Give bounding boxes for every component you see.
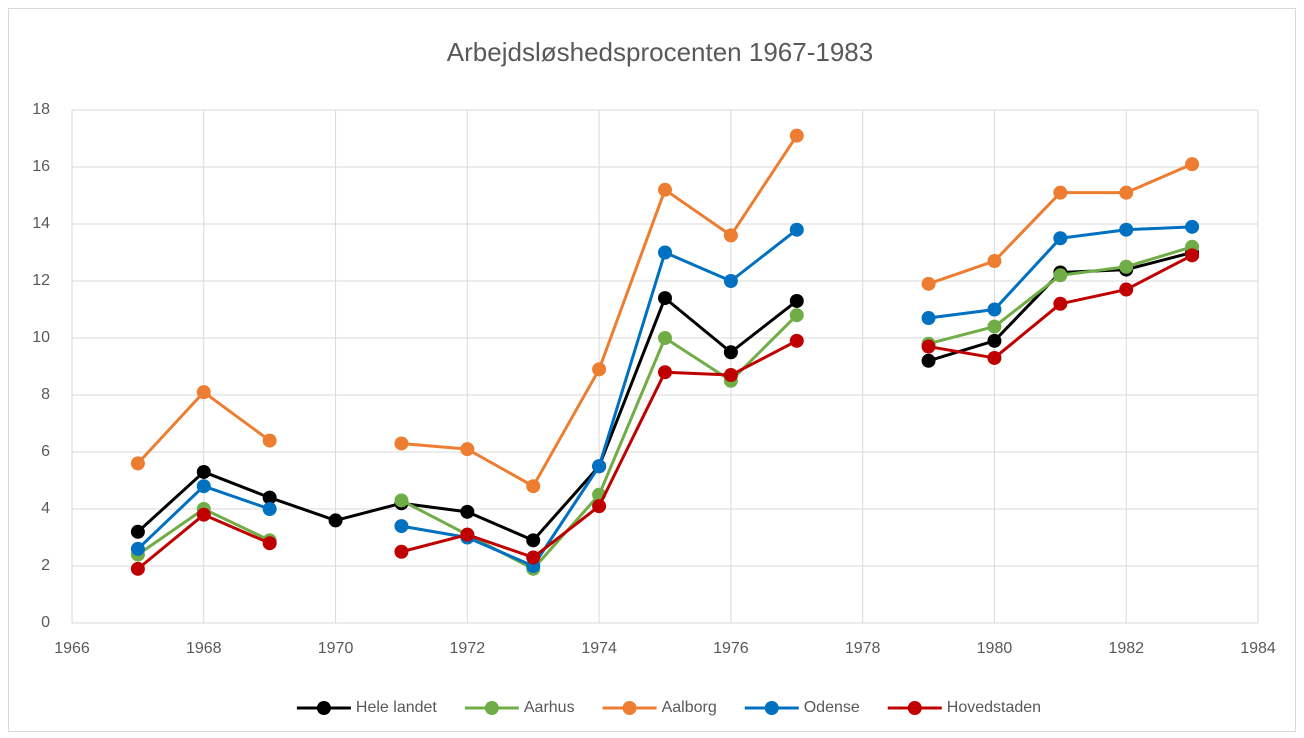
x-tick-label: 1978 (845, 640, 881, 657)
point (460, 527, 475, 542)
y-tick-label: 10 (32, 329, 50, 346)
point (987, 302, 1002, 317)
legend-label: Hele landet (356, 699, 438, 716)
legend-marker (764, 701, 779, 715)
legend-label: Aalborg (662, 699, 717, 716)
point (196, 479, 211, 494)
point (1053, 268, 1068, 283)
point (1053, 231, 1068, 246)
legend-marker (622, 701, 637, 715)
point (394, 436, 409, 451)
point (987, 319, 1002, 334)
x-tick-label: 1982 (1108, 640, 1144, 657)
point (658, 291, 672, 306)
point (460, 504, 475, 519)
legend-label: Odense (804, 699, 860, 716)
point (789, 308, 804, 323)
point (1185, 248, 1200, 263)
point (723, 368, 738, 383)
x-tick-label: 1984 (1240, 640, 1276, 657)
legend-marker (316, 701, 331, 715)
point (1185, 157, 1200, 172)
point (130, 456, 145, 471)
y-tick-label: 6 (41, 443, 50, 460)
point (987, 254, 1002, 269)
point (789, 333, 804, 348)
legend-label: Hovedstaden (947, 699, 1041, 716)
y-tick-label: 12 (32, 272, 50, 289)
point (592, 362, 607, 377)
point (1119, 222, 1134, 237)
point (987, 350, 1002, 365)
point (196, 464, 211, 479)
y-tick-label: 18 (32, 101, 50, 118)
chart-title: Arbejdsløshedsprocenten 1967-1983 (447, 37, 873, 67)
point (394, 519, 409, 534)
point (921, 311, 936, 326)
point (394, 493, 409, 508)
point (723, 345, 738, 360)
point (1119, 259, 1134, 274)
x-tick-label: 1980 (977, 640, 1013, 657)
point (658, 331, 672, 345)
point (1053, 296, 1068, 311)
point (394, 544, 409, 559)
legend-label: Aarhus (524, 699, 575, 716)
point (1119, 185, 1134, 200)
point (526, 533, 541, 548)
y-tick-label: 4 (41, 500, 50, 517)
x-tick-label: 1976 (713, 640, 749, 657)
point (130, 524, 145, 539)
point (789, 128, 804, 143)
x-tick-label: 1966 (54, 640, 90, 657)
point (921, 339, 936, 354)
y-tick-label: 2 (41, 557, 50, 574)
point (987, 333, 1002, 348)
x-tick-label: 1974 (581, 640, 617, 657)
point (658, 245, 672, 260)
point (196, 385, 211, 400)
y-tick-label: 16 (32, 158, 50, 175)
legend-marker (484, 701, 499, 715)
point (460, 442, 475, 457)
point (526, 479, 541, 494)
point (130, 541, 145, 556)
y-tick-label: 14 (32, 215, 50, 232)
point (262, 502, 277, 516)
point (196, 507, 211, 522)
point (723, 274, 738, 288)
point (1185, 219, 1200, 234)
y-tick-label: 8 (41, 386, 50, 403)
point (262, 536, 277, 551)
point (723, 228, 738, 243)
legend-marker (907, 701, 922, 715)
point (789, 293, 804, 308)
point (658, 365, 672, 380)
x-tick-label: 1972 (450, 640, 486, 657)
point (592, 459, 607, 474)
point (592, 499, 607, 514)
point (262, 433, 277, 448)
point (1053, 185, 1068, 200)
point (262, 490, 277, 505)
x-tick-label: 1968 (186, 640, 222, 657)
point (328, 513, 343, 528)
x-tick-label: 1970 (318, 640, 354, 657)
point (789, 222, 804, 237)
point (130, 561, 145, 576)
y-tick-label: 0 (41, 614, 50, 631)
point (1119, 282, 1134, 297)
point (658, 182, 672, 197)
point (921, 276, 936, 291)
point (526, 550, 541, 565)
point (921, 353, 936, 368)
